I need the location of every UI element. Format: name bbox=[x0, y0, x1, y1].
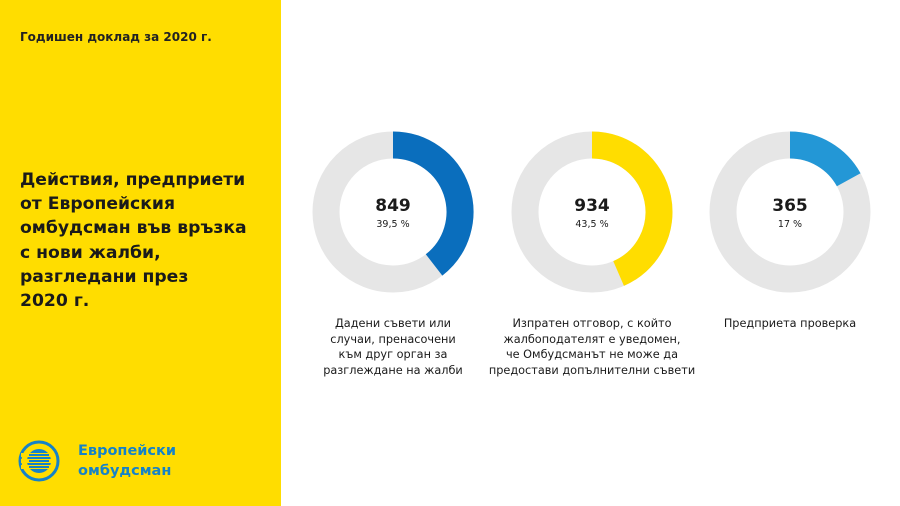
logo-text-line: омбудсман bbox=[78, 463, 172, 479]
donut-value-label: 365 bbox=[772, 196, 808, 216]
caption-line: Предприета проверка bbox=[723, 317, 857, 330]
donut-value-label: 849 bbox=[375, 196, 411, 216]
title-line: разгледани през bbox=[20, 266, 189, 287]
european-ombudsman-logo-icon bbox=[18, 440, 60, 482]
donut-value-label: 934 bbox=[574, 196, 610, 216]
donut-caption: Дадени съвети или случаи, пренасочени към … bbox=[283, 316, 503, 378]
title-line: омбудсман във връзка bbox=[20, 218, 247, 239]
donut-slice bbox=[789, 131, 861, 187]
caption-line: предостави допълнителни съвети bbox=[488, 363, 696, 377]
donut-slice bbox=[392, 131, 474, 276]
logo-text: Европейски омбудсман bbox=[78, 441, 176, 481]
page-title: Действия, предприети от Европейския омбу… bbox=[20, 168, 275, 313]
logo-text-line: Европейски bbox=[78, 443, 177, 459]
caption-line: случаи, пренасочени bbox=[330, 332, 456, 346]
title-line: с нови жалби, bbox=[20, 242, 161, 263]
caption-line: че Омбудсманът не може да bbox=[505, 348, 679, 361]
donut-caption: Изпратен отговор, с който жалбоподателят … bbox=[482, 316, 702, 378]
donut-caption: Предприета проверка bbox=[680, 316, 900, 332]
donut-slice bbox=[591, 131, 673, 286]
caption-line: разглеждане на жалби bbox=[323, 363, 463, 377]
donut-percent-label: 17 % bbox=[778, 219, 802, 230]
caption-line: Изпратен отговор, с който bbox=[512, 317, 672, 330]
title-line: 2020 г. bbox=[20, 291, 90, 312]
sidebar-panel: Годишен доклад за 2020 г. Действия, пред… bbox=[0, 0, 281, 506]
report-label: Годишен доклад за 2020 г. bbox=[20, 30, 212, 44]
caption-line: Дадени съвети или bbox=[334, 317, 452, 330]
caption-line: към друг орган за bbox=[338, 348, 448, 361]
caption-line: жалбоподателят е уведомен, bbox=[503, 332, 681, 346]
title-line: от Европейския bbox=[20, 194, 175, 215]
title-line: Действия, предприети bbox=[20, 170, 246, 190]
donut-percent-label: 39,5 % bbox=[376, 219, 409, 230]
donut-percent-label: 43,5 % bbox=[575, 219, 608, 230]
